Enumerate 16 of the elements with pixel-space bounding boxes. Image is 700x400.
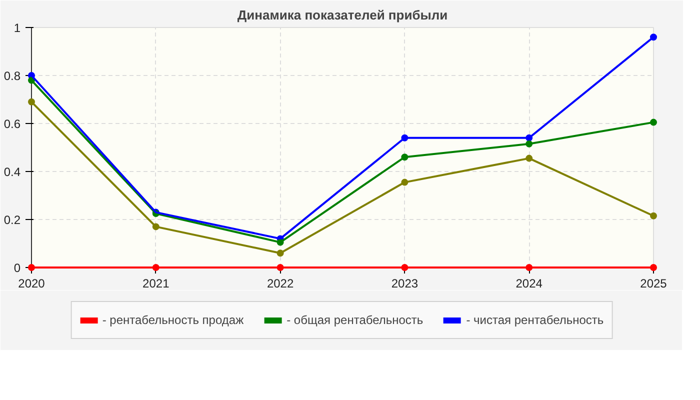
x-tick-label: 2022 (266, 276, 294, 290)
y-tick-label: 0.2 (4, 213, 21, 227)
legend-label: - рентабельность продаж (102, 313, 244, 327)
x-tick-label: 2020 (18, 276, 46, 290)
x-tick-label: 2024 (516, 276, 543, 290)
legend-label: - общая рентабельность (286, 313, 424, 327)
legend-label: - чистая рентабельность (466, 313, 604, 327)
y-tick-label: 0 (14, 261, 21, 275)
y-tick-label: 0.6 (4, 117, 21, 131)
x-tick-label: 2025 (640, 276, 668, 290)
y-tick-label: 1 (14, 21, 21, 35)
y-tick-label: 0.8 (4, 69, 21, 83)
x-tick-label: 2021 (142, 276, 170, 290)
y-tick-label: 0.4 (4, 165, 21, 179)
chart-title: Динамика показателей прибыли (237, 8, 448, 22)
x-tick-label: 2023 (391, 276, 418, 290)
